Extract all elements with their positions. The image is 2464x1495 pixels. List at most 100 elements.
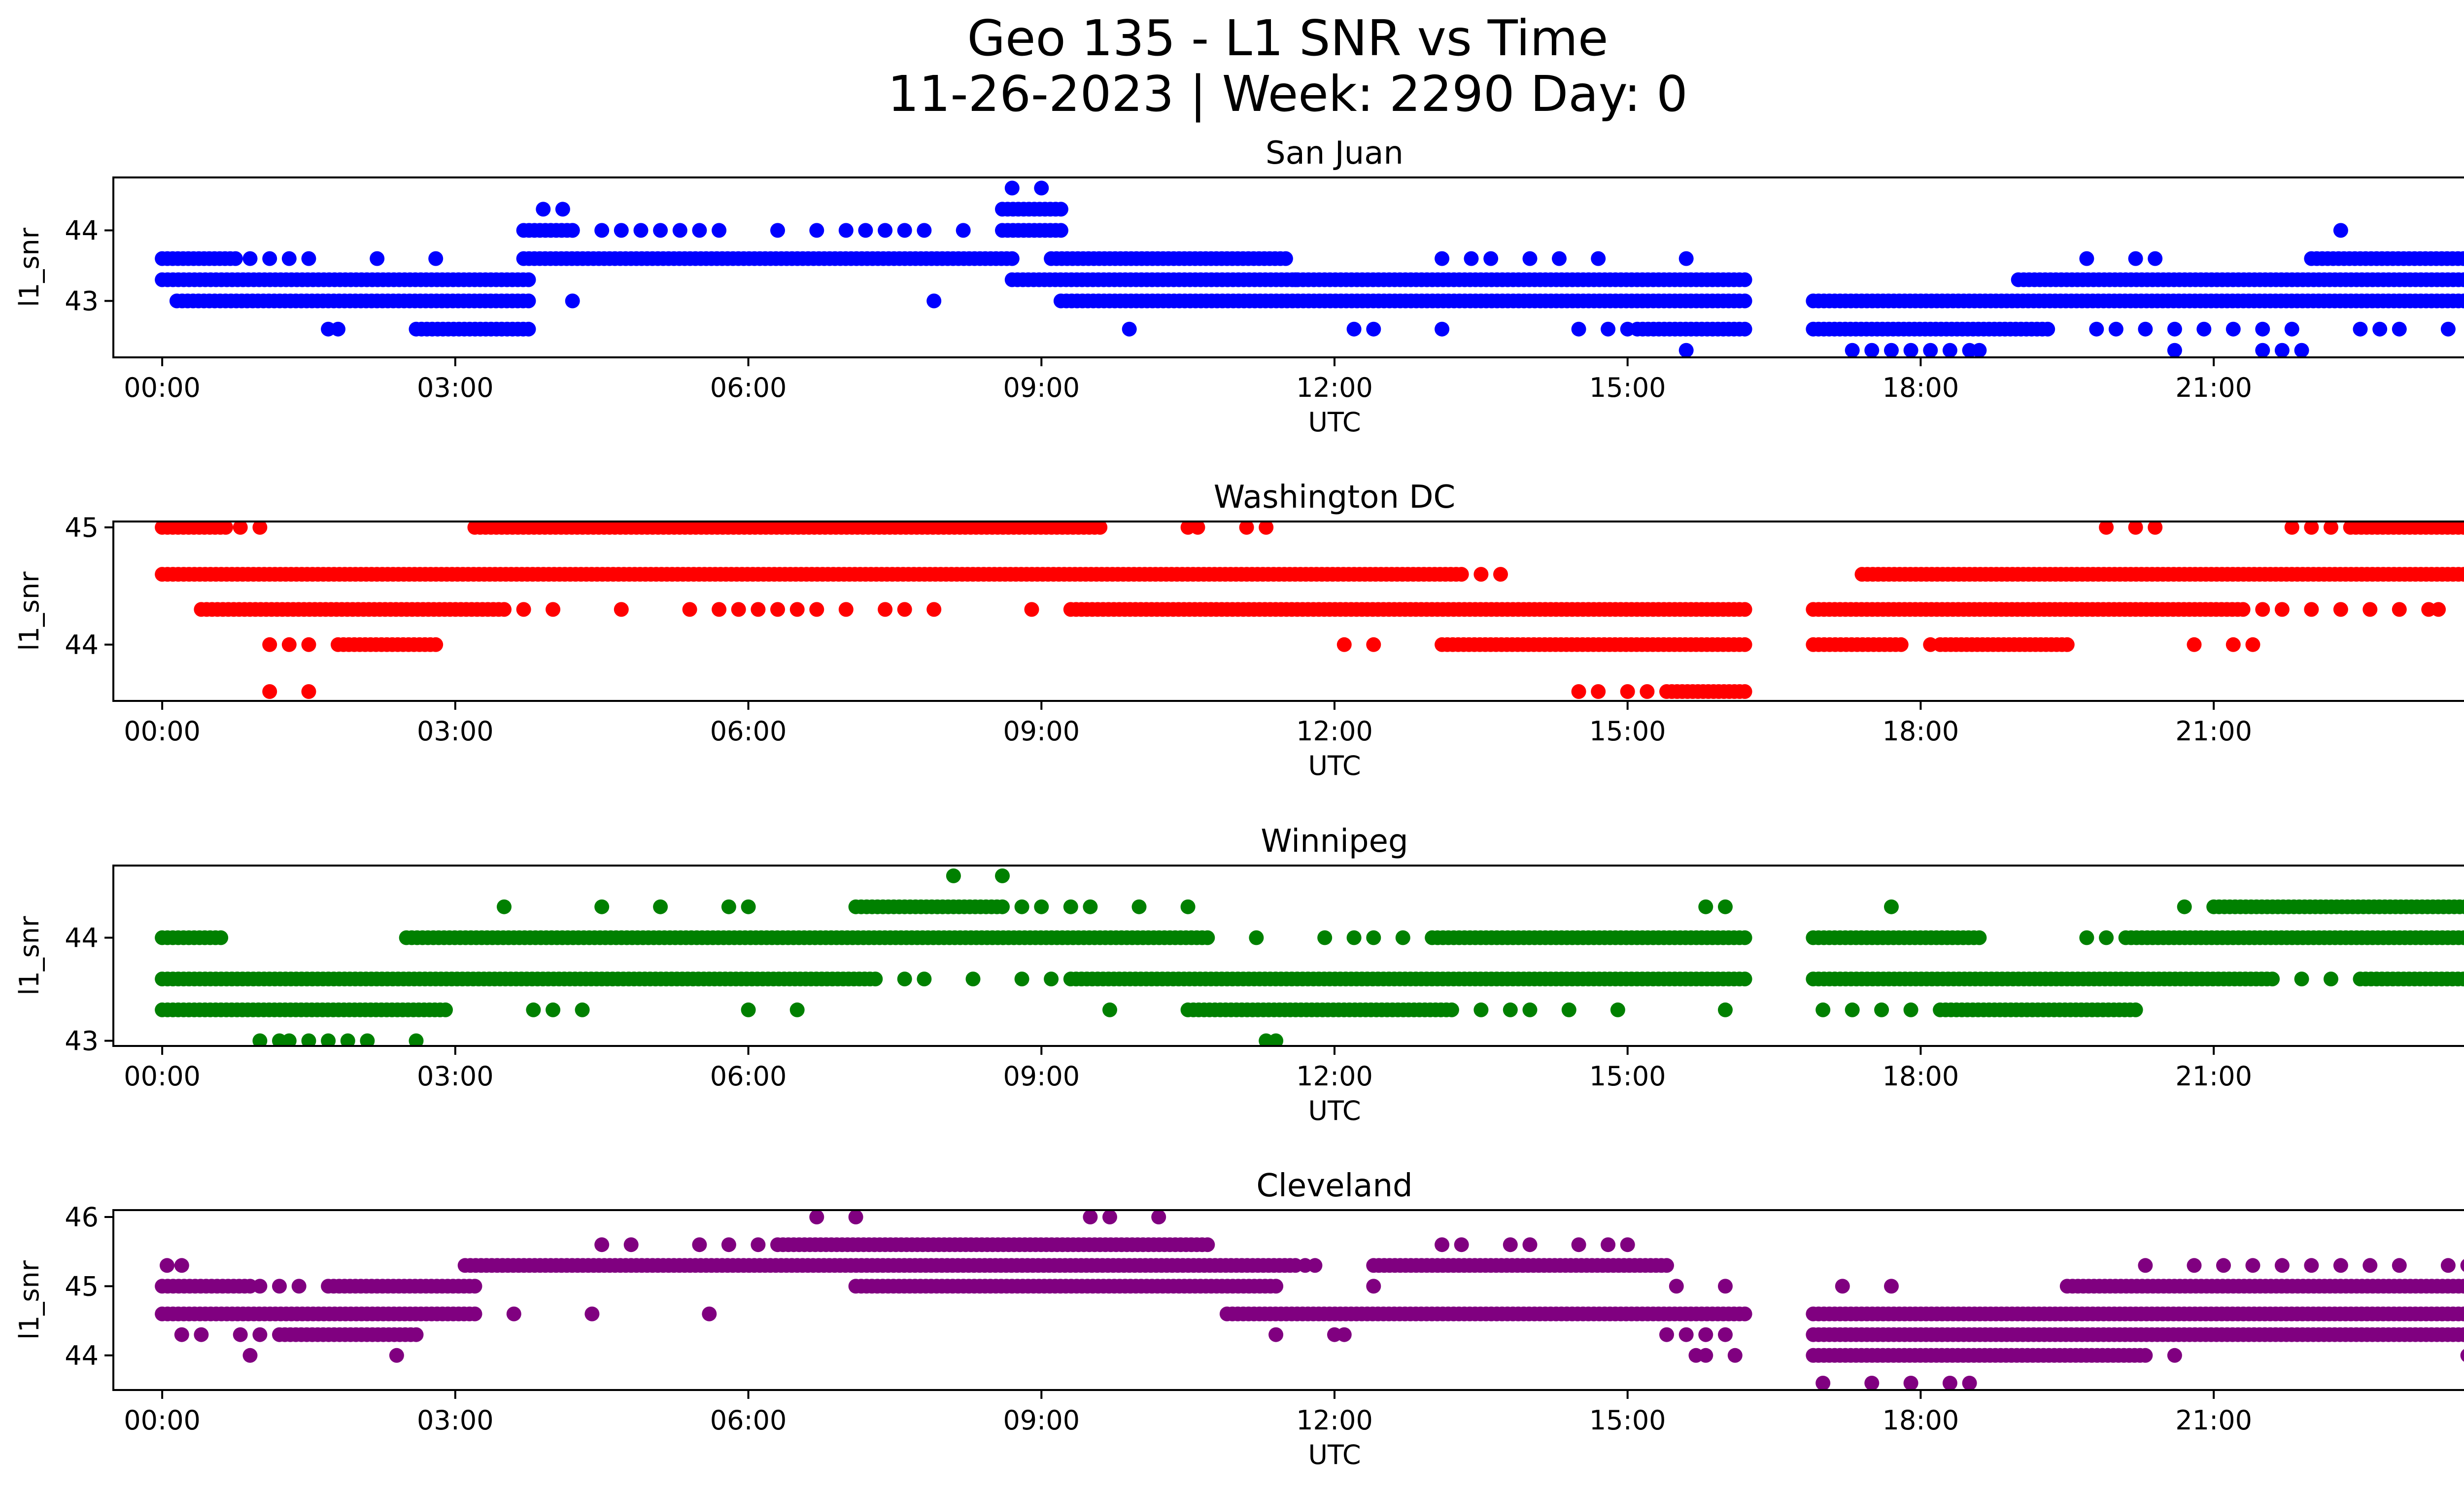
y-tick-label: 45 bbox=[65, 1271, 99, 1302]
data-point bbox=[731, 602, 746, 617]
data-point bbox=[1346, 930, 1362, 945]
panel-title: San Juan bbox=[1266, 135, 1403, 172]
data-point bbox=[428, 251, 444, 266]
data-point bbox=[712, 602, 727, 617]
panel-title: Cleveland bbox=[1256, 1168, 1412, 1204]
data-point bbox=[1972, 343, 1987, 357]
data-point bbox=[252, 1279, 268, 1294]
data-point bbox=[2456, 522, 2464, 535]
data-point bbox=[2333, 1258, 2348, 1273]
data-point bbox=[1845, 343, 1860, 357]
data-point bbox=[1737, 321, 1752, 337]
data-point bbox=[2462, 569, 2464, 580]
data-point bbox=[467, 1306, 482, 1321]
data-points bbox=[155, 180, 2464, 357]
data-point bbox=[242, 251, 258, 266]
data-point bbox=[228, 251, 243, 266]
y-axis-label: l1_snr bbox=[14, 1260, 45, 1340]
data-point bbox=[672, 223, 687, 238]
data-point bbox=[1336, 637, 1352, 652]
data-point bbox=[301, 684, 316, 699]
figure-title-line-1: Geo 135 - L1 SNR vs Time bbox=[967, 9, 1608, 67]
data-point bbox=[2138, 321, 2153, 337]
data-point bbox=[1366, 1279, 1381, 1294]
data-point bbox=[2392, 321, 2407, 337]
data-point bbox=[2456, 272, 2464, 287]
x-tick-label: 03:00 bbox=[417, 1061, 494, 1092]
data-point bbox=[213, 930, 229, 945]
data-point bbox=[2255, 321, 2270, 337]
data-point bbox=[1737, 293, 1752, 309]
data-point bbox=[521, 321, 536, 337]
data-point bbox=[741, 899, 756, 914]
data-point bbox=[1435, 1237, 1450, 1252]
data-point bbox=[262, 637, 277, 652]
x-tick-label: 09:00 bbox=[1003, 1061, 1080, 1092]
data-point bbox=[2274, 343, 2290, 357]
data-point bbox=[2456, 1327, 2464, 1342]
data-point bbox=[848, 1210, 863, 1224]
data-point bbox=[1610, 1002, 1625, 1017]
data-point bbox=[2167, 321, 2182, 337]
data-point bbox=[1601, 1237, 1616, 1252]
data-point bbox=[878, 223, 893, 238]
data-point bbox=[2460, 1349, 2464, 1362]
data-point bbox=[2462, 1329, 2464, 1340]
data-point bbox=[252, 522, 268, 535]
data-point bbox=[2462, 274, 2464, 285]
data-point bbox=[1034, 180, 1049, 196]
data-point bbox=[2079, 930, 2094, 945]
x-tick-label: 18:00 bbox=[1882, 1061, 1959, 1092]
x-tick-label: 06:00 bbox=[710, 716, 787, 747]
data-point bbox=[2274, 1258, 2290, 1273]
data-point bbox=[809, 602, 824, 617]
data-point bbox=[2294, 972, 2309, 987]
data-point bbox=[2456, 567, 2464, 582]
data-point bbox=[2324, 972, 2338, 987]
data-point bbox=[174, 1258, 189, 1273]
x-tick-label: 12:00 bbox=[1296, 716, 1373, 747]
data-point bbox=[1493, 567, 1508, 582]
data-point bbox=[2440, 1258, 2456, 1273]
data-point bbox=[2187, 637, 2202, 652]
data-point bbox=[1180, 899, 1196, 914]
data-point bbox=[1864, 343, 1880, 357]
data-point bbox=[1336, 1327, 1352, 1342]
data-point bbox=[2099, 930, 2114, 945]
data-point bbox=[712, 223, 727, 238]
data-point bbox=[1346, 321, 1362, 337]
data-point bbox=[1004, 180, 1020, 196]
y-tick-label: 46 bbox=[65, 1202, 99, 1233]
data-point bbox=[1864, 1376, 1880, 1390]
data-point bbox=[1640, 684, 1655, 699]
data-point bbox=[1698, 899, 1713, 914]
data-point bbox=[1278, 251, 1293, 266]
data-point bbox=[233, 522, 248, 535]
data-point bbox=[1659, 1258, 1674, 1273]
data-point bbox=[1845, 1002, 1860, 1017]
data-point bbox=[2245, 1258, 2260, 1273]
data-point bbox=[2255, 602, 2270, 617]
x-tick-label: 18:00 bbox=[1882, 372, 1959, 403]
data-point bbox=[2216, 1258, 2231, 1273]
data-point bbox=[1239, 522, 1254, 535]
data-point bbox=[262, 684, 277, 699]
data-point bbox=[1268, 1279, 1284, 1294]
data-point bbox=[1923, 343, 1938, 357]
data-point bbox=[2463, 903, 2464, 911]
data-point bbox=[242, 1348, 258, 1363]
data-point bbox=[1678, 343, 1694, 357]
data-point bbox=[2456, 1279, 2464, 1294]
data-point bbox=[2458, 899, 2464, 914]
data-point bbox=[2148, 251, 2163, 266]
data-point bbox=[281, 251, 297, 266]
data-point bbox=[526, 1002, 541, 1017]
data-point bbox=[516, 602, 531, 617]
x-tick-label: 15:00 bbox=[1589, 1061, 1666, 1092]
x-tick-label: 00:00 bbox=[124, 716, 201, 747]
data-point bbox=[956, 223, 971, 238]
data-point bbox=[1620, 684, 1635, 699]
data-point bbox=[389, 1348, 404, 1363]
